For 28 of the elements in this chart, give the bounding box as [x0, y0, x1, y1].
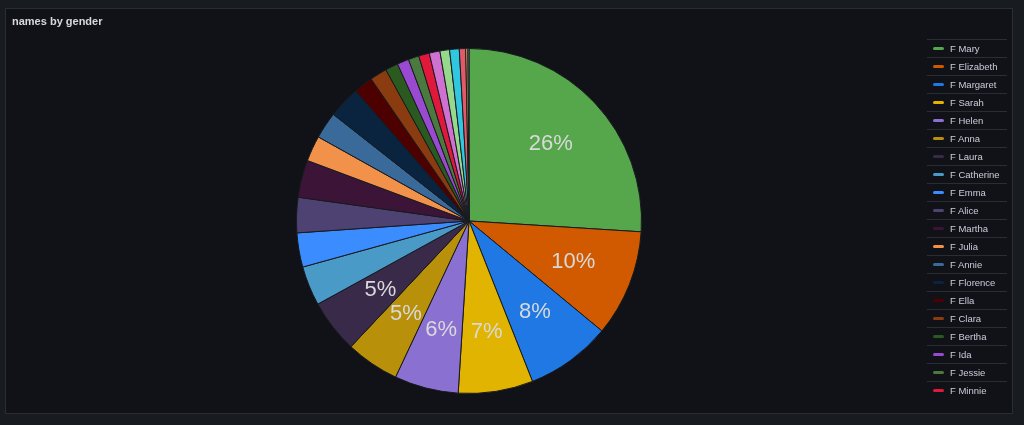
data-label: 6%	[425, 315, 458, 341]
data-label: 5%	[364, 275, 397, 301]
data-label: 7%	[470, 317, 503, 343]
legend-label: F Florence	[950, 277, 996, 288]
legend-label: F Catherine	[950, 169, 1000, 180]
text: names by gender	[12, 15, 103, 27]
legend-label: F Anna	[950, 133, 981, 144]
legend-label: F Ella	[950, 295, 975, 306]
data-label: 26%	[528, 130, 573, 156]
legend-label: F Emma	[950, 187, 986, 198]
legend-label: F Annie	[950, 259, 983, 270]
data-label: 10%	[551, 248, 596, 274]
data-label: 8%	[519, 297, 551, 323]
legend-label: F Margaret	[950, 79, 997, 90]
legend-label: F Helen	[950, 115, 984, 126]
data-label: 5%	[390, 299, 422, 325]
legend-label: F Mary	[950, 43, 980, 54]
legend-label: F Alice	[950, 205, 979, 216]
legend-label: F Julia	[950, 241, 978, 252]
legend-label: F Bertha	[950, 331, 987, 342]
legend-label: F Ida	[950, 349, 972, 360]
legend-label: F Laura	[950, 151, 983, 162]
legend-label: F Sarah	[950, 97, 984, 108]
legend-label: F Jessie	[950, 367, 986, 378]
legend-label: F Elizabeth	[950, 61, 998, 72]
legend-label: F Clara	[950, 313, 982, 324]
legend-label: F Martha	[950, 223, 989, 234]
legend-label: F Minnie	[950, 385, 987, 396]
